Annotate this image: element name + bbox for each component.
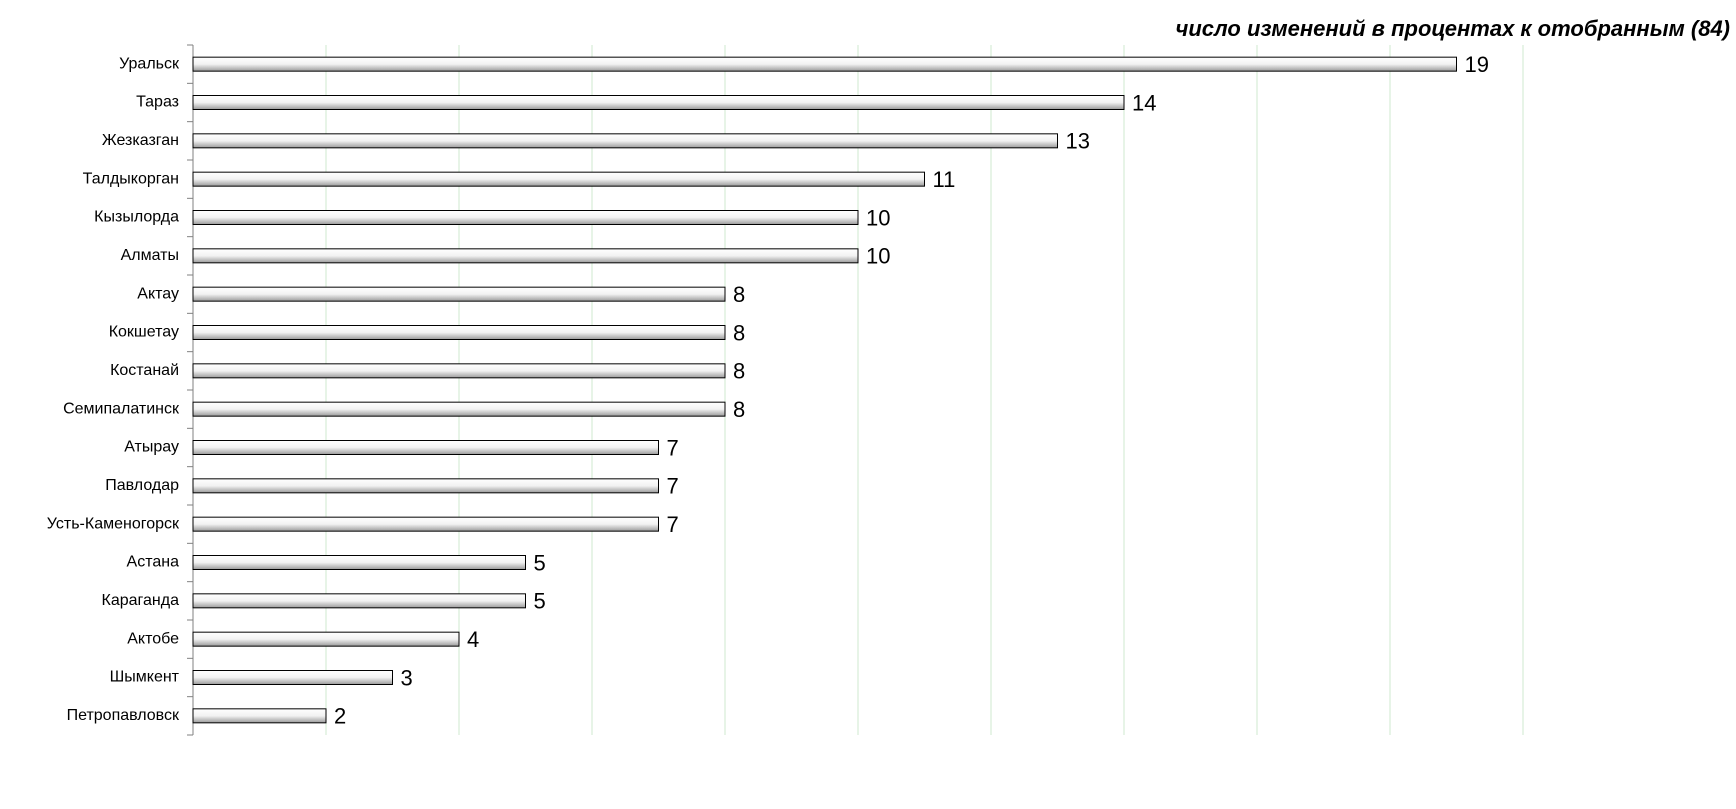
y-tick-label: Петропавловск	[67, 707, 180, 724]
bar	[192, 670, 393, 685]
y-tick-label: Караганда	[102, 592, 180, 609]
bar	[192, 593, 526, 609]
bar	[192, 95, 1125, 110]
data-label: 8	[733, 397, 745, 422]
data-label: 13	[1066, 129, 1090, 154]
y-tick-label: Актау	[137, 285, 179, 302]
bar	[192, 133, 1058, 149]
data-label: 19	[1465, 52, 1489, 77]
y-tick-label: Кызылорда	[94, 209, 179, 226]
data-label: 4	[467, 627, 479, 652]
y-tick-label: Павлодар	[105, 477, 179, 494]
bar	[192, 516, 659, 532]
y-tick-label: Шымкент	[110, 669, 180, 686]
y-tick-label: Уральск	[119, 55, 180, 72]
data-label: 7	[667, 474, 679, 499]
data-label: 14	[1132, 90, 1156, 115]
chart-subtitle: число изменений в процентах к отобранным…	[1176, 16, 1730, 41]
y-tick-label: Актобе	[127, 630, 179, 647]
bar	[192, 56, 1457, 72]
y-tick-label: Тараз	[136, 94, 179, 111]
bar	[192, 171, 925, 187]
data-label: 5	[534, 589, 546, 614]
data-label: 7	[667, 435, 679, 460]
y-tick-label: Жезказган	[102, 132, 179, 149]
bar	[192, 440, 659, 455]
bar	[192, 325, 726, 340]
bar	[192, 631, 460, 647]
data-label: 11	[933, 167, 956, 192]
data-label: 5	[534, 550, 546, 575]
y-tick-label: Талдыкорган	[83, 170, 179, 187]
y-tick-label: Алматы	[121, 247, 179, 264]
data-label: 3	[401, 665, 413, 690]
data-label: 10	[866, 205, 890, 230]
y-tick-label: Костанай	[110, 362, 179, 379]
bar	[192, 401, 726, 417]
bar	[192, 286, 726, 302]
y-tick-label: Семипалатинск	[63, 400, 180, 417]
data-label: 7	[667, 512, 679, 537]
bar	[192, 210, 859, 225]
bar	[192, 248, 859, 264]
y-tick-label: Астана	[127, 554, 180, 571]
data-label: 8	[733, 320, 745, 345]
data-label: 8	[733, 359, 745, 384]
y-tick-label: Кокшетау	[109, 324, 179, 341]
data-label: 10	[866, 244, 890, 269]
data-label: 8	[733, 282, 745, 307]
bar	[192, 363, 726, 379]
bar	[192, 555, 526, 570]
y-tick-label: Усть-Каменогорск	[47, 515, 180, 532]
y-tick-label: Атырау	[124, 439, 179, 456]
bar	[192, 478, 659, 494]
data-label: 2	[334, 704, 346, 729]
bar	[192, 708, 327, 724]
